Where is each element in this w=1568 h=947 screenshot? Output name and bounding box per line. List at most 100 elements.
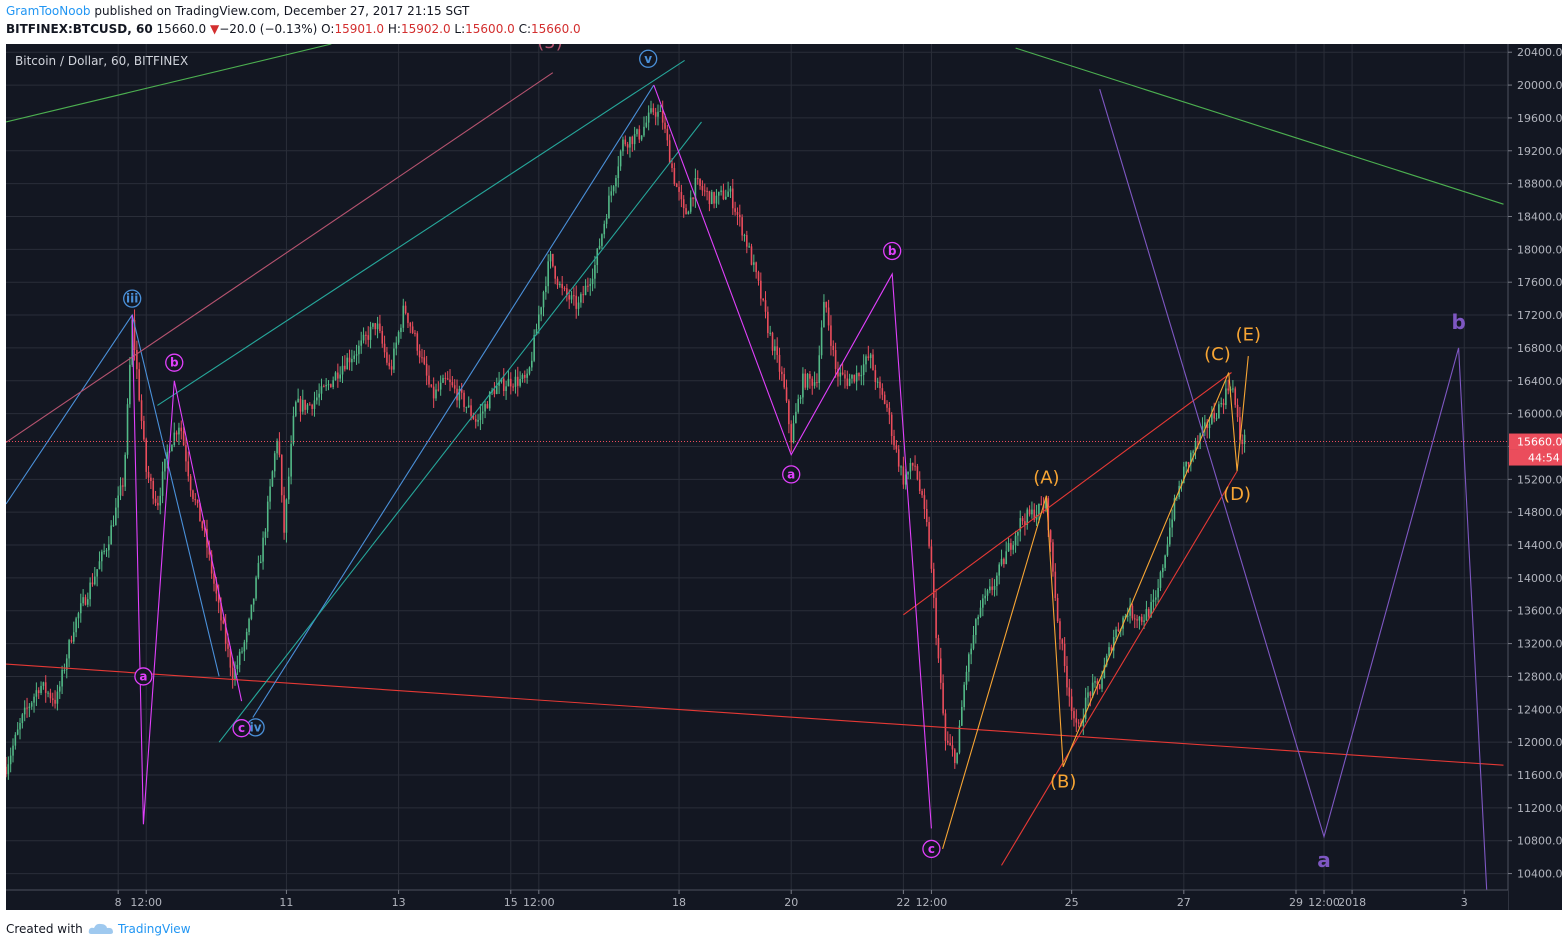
candle-body bbox=[876, 381, 879, 383]
chart-area[interactable]: iii iv v a b c a b c (5) (A) (B) (C) (D) (E) a b 10400.0 1… bbox=[6, 44, 1562, 910]
candle-body bbox=[619, 151, 622, 167]
wave-label: a bbox=[1317, 848, 1331, 872]
candle-body bbox=[1147, 609, 1150, 617]
candle-body bbox=[299, 398, 302, 412]
wave-label: iv bbox=[250, 720, 262, 734]
candle-body bbox=[848, 378, 851, 386]
candle-body bbox=[865, 356, 867, 365]
candle-body bbox=[1183, 466, 1185, 484]
candle-body bbox=[1066, 665, 1068, 688]
candle-body bbox=[1220, 402, 1223, 405]
candle-body bbox=[217, 593, 220, 603]
candle-body bbox=[117, 495, 119, 508]
wave-label: (D) bbox=[1223, 484, 1251, 505]
candle-body bbox=[250, 604, 253, 619]
low-value: 15600.0 bbox=[465, 22, 515, 36]
candle-body bbox=[1204, 422, 1206, 427]
time-tick-label: 13 bbox=[392, 896, 406, 909]
candle-body bbox=[435, 389, 437, 399]
candle-body bbox=[608, 195, 610, 219]
candle-body bbox=[124, 454, 126, 487]
candle-body bbox=[1028, 509, 1031, 515]
candle-body bbox=[444, 377, 447, 379]
price-tick-label: 10800.0 bbox=[1517, 835, 1562, 848]
close-label: C: bbox=[518, 22, 532, 36]
candle-body bbox=[1084, 697, 1087, 719]
candle-body bbox=[241, 651, 243, 653]
candle-body bbox=[243, 642, 246, 652]
candle-body bbox=[369, 326, 372, 340]
candle-body bbox=[708, 191, 711, 205]
candle-body bbox=[12, 745, 14, 756]
candle-body bbox=[414, 332, 416, 334]
candle-body bbox=[238, 651, 241, 665]
candle-body bbox=[1227, 388, 1230, 391]
wave-labels: iii iv v a b c a b c (5) (A) (B) (C) (D) (E) a b bbox=[123, 44, 1466, 872]
candle-body bbox=[465, 407, 468, 409]
candle-body bbox=[1003, 558, 1005, 565]
candle-body bbox=[727, 191, 729, 197]
candle-body bbox=[1082, 718, 1085, 726]
candle-body bbox=[547, 261, 549, 287]
candle-body bbox=[234, 668, 236, 681]
price-tick-label: 17200.0 bbox=[1517, 309, 1562, 322]
candle-body bbox=[119, 485, 122, 496]
candle-body bbox=[229, 648, 232, 668]
author-link[interactable]: GramTooNoob bbox=[6, 4, 91, 18]
candle-body bbox=[147, 471, 150, 478]
candle-body bbox=[30, 702, 33, 707]
candle-body bbox=[94, 576, 96, 585]
candle-body bbox=[802, 373, 804, 398]
candle-body bbox=[531, 360, 533, 368]
candle-body bbox=[185, 445, 187, 462]
candle-body bbox=[615, 178, 617, 187]
candle-body bbox=[341, 365, 344, 375]
candle-body bbox=[820, 327, 823, 356]
candle-body bbox=[1056, 597, 1059, 622]
wave-label: (A) bbox=[1033, 467, 1059, 488]
candle-body bbox=[115, 507, 117, 526]
candle-body bbox=[958, 725, 961, 753]
candle-body bbox=[757, 272, 760, 281]
candle-body bbox=[276, 440, 278, 454]
candle-body bbox=[292, 415, 295, 444]
candle-body bbox=[278, 440, 281, 455]
wave-label-circle bbox=[123, 289, 142, 308]
candle-body bbox=[813, 382, 816, 386]
tradingview-cloud-icon bbox=[88, 923, 113, 934]
candle-body bbox=[741, 217, 743, 236]
candle-body bbox=[610, 191, 613, 196]
candle-body bbox=[376, 323, 379, 330]
candle-body bbox=[194, 498, 197, 501]
candle-body bbox=[678, 186, 680, 192]
candle-body bbox=[1140, 616, 1143, 622]
candle-body bbox=[654, 112, 657, 117]
candle-body bbox=[112, 525, 115, 527]
candle-body bbox=[182, 431, 185, 446]
candle-body bbox=[1157, 587, 1159, 598]
candle-body bbox=[133, 319, 136, 351]
candle-body bbox=[977, 616, 979, 620]
candle-body bbox=[311, 404, 313, 409]
candle-body bbox=[570, 295, 573, 300]
candle-body bbox=[255, 577, 257, 599]
candle-body bbox=[252, 598, 255, 605]
candle-body bbox=[40, 685, 42, 694]
price-tick-label: 12800.0 bbox=[1517, 670, 1562, 683]
candle-body bbox=[367, 335, 370, 340]
candle-body bbox=[598, 245, 601, 249]
candle-body bbox=[418, 350, 421, 358]
wave-label: a bbox=[139, 669, 147, 683]
candle-body bbox=[1047, 498, 1050, 531]
candle-body bbox=[1112, 637, 1115, 651]
symbol-ohlc-line: BITFINEX:BTCUSD, 60 15660.0 ▼−20.0 (−0.1… bbox=[6, 22, 581, 36]
candle-body bbox=[421, 357, 423, 359]
tradingview-brand-link[interactable]: TradingView bbox=[118, 922, 191, 936]
candle-body bbox=[989, 586, 991, 591]
candle-body bbox=[760, 280, 762, 299]
price-chart[interactable]: iii iv v a b c a b c (5) (A) (B) (C) (D) (E) a b 10400.0 1… bbox=[6, 44, 1562, 910]
candle-body bbox=[603, 223, 606, 235]
candle-body bbox=[834, 350, 837, 369]
candle-body bbox=[407, 313, 409, 323]
candle-body bbox=[580, 294, 582, 303]
